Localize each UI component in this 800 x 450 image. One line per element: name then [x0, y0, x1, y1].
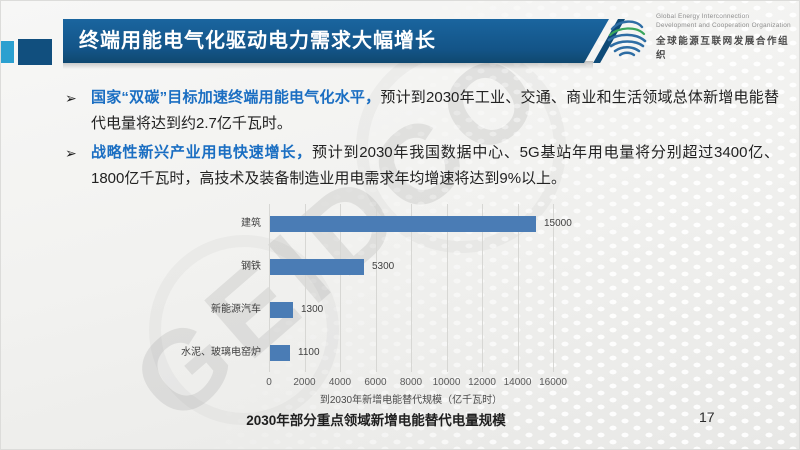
bar [270, 259, 364, 275]
bullet-text: 战略性新兴产业用电快速增长，预计到2030年我国数据中心、5G基站年用电量将分别… [91, 140, 779, 192]
header-accent-navy [18, 39, 52, 65]
bullet-item: ➢ 国家“双碳”目标加速终端用能电气化水平，预计到2030年工业、交通、商业和生… [65, 85, 779, 137]
bullet-arrow-icon: ➢ [65, 145, 77, 161]
org-name-zh: 全球能源互联网发展合作组织 [656, 36, 790, 61]
bullet-lead: 国家“双碳”目标加速终端用能电气化水平， [91, 89, 381, 106]
bullet-body: 预计到2030年我国数据中心、5G基站年用电量将分别超过3400亿、1800亿千… [91, 144, 779, 187]
x-tick-label: 10000 [432, 377, 461, 388]
x-tick-label: 16000 [539, 377, 567, 388]
gridline [517, 204, 519, 372]
org-logo: Global Energy Interconnection Developmen… [605, 13, 799, 61]
bullet-body: 预计到2030年工业、交通、商业和生活领域总体新增电能替代电量将达到约2.7亿千… [91, 89, 779, 132]
gridline [411, 204, 412, 372]
bar-value-label: 1300 [301, 304, 324, 315]
x-axis-label: 到2030年新增电能替代规模（亿千瓦时） [319, 395, 503, 406]
x-tick-label: 12000 [468, 377, 496, 388]
page-title: 终端用能电气化驱动电力需求大幅增长 [79, 30, 436, 52]
gridline [304, 204, 306, 372]
bar-category-label: 新能源汽车 [211, 304, 261, 315]
gridline [482, 204, 483, 372]
x-tick-label: 6000 [364, 377, 387, 388]
bar [270, 302, 293, 318]
bullet-item: ➢ 战略性新兴产业用电快速增长，预计到2030年我国数据中心、5G基站年用电量将… [65, 140, 779, 192]
x-tick-label: 4000 [328, 377, 352, 388]
bar-category-label: 水泥、玻璃电窑炉 [181, 347, 261, 358]
bullet-lead: 战略性新兴产业用电快速增长， [91, 144, 312, 161]
bar-category-label: 钢铁 [241, 261, 261, 272]
bar-value-label: 5300 [372, 261, 395, 272]
bar-value-label: 15000 [544, 218, 572, 229]
org-name-en-line1: Global Energy Interconnection [656, 13, 750, 20]
x-tick-label: 0 [266, 377, 272, 388]
gridline [269, 204, 270, 372]
title-bar-shadow [63, 61, 593, 69]
globe-icon [607, 20, 647, 57]
gridline [446, 204, 448, 372]
bar [270, 345, 290, 361]
gridline [340, 204, 341, 372]
gridline [375, 204, 377, 372]
page-number: 17 [699, 409, 715, 425]
chart-caption: 2030年部分重点领域新增电能替代电量规模 [246, 413, 506, 428]
bar [270, 216, 536, 232]
bullet-arrow-icon: ➢ [65, 90, 77, 106]
gridline [553, 204, 554, 372]
bar-value-label: 1100 [298, 347, 320, 358]
title-bar: 终端用能电气化驱动电力需求大幅增长 [63, 19, 609, 63]
bar-chart: 到2030年新增电能替代规模（亿千瓦时） 0 2000 4000 6000 8000 10… [161, 204, 631, 409]
x-tick-label: 14000 [503, 377, 532, 388]
x-tick-label: 2000 [293, 377, 316, 388]
bar-category-label: 建筑 [241, 218, 261, 229]
x-tick-label: 8000 [399, 377, 423, 388]
bullet-text: 国家“双碳”目标加速终端用能电气化水平，预计到2030年工业、交通、商业和生活领… [91, 85, 779, 137]
header-accent-cyan [1, 41, 14, 63]
org-name-en-line2: Development and Cooperation Organization [656, 21, 791, 29]
